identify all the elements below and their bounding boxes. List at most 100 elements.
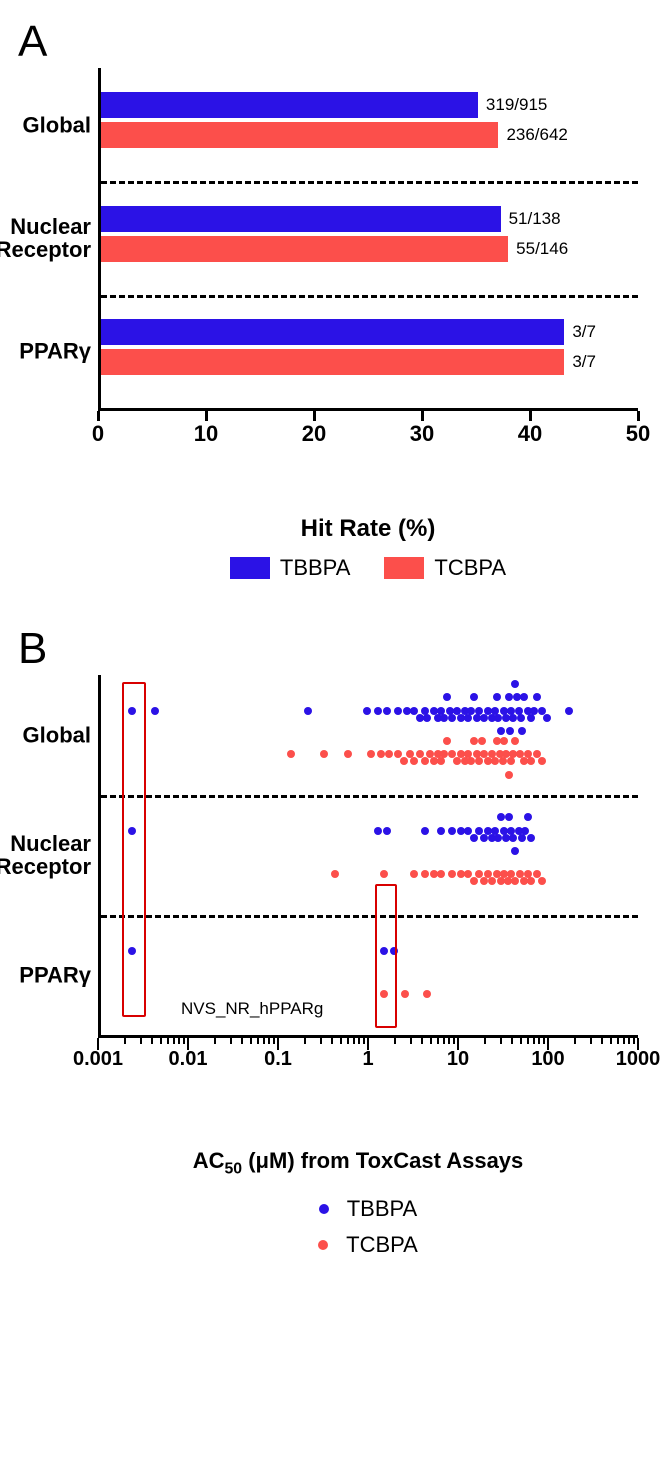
- point-global-tcbpa: [421, 757, 429, 765]
- point-global-tbbpa: [520, 693, 528, 701]
- point-global-tcbpa: [410, 757, 418, 765]
- xtick-label: 50: [626, 421, 650, 447]
- point-nuclear-tbbpa: [505, 813, 513, 821]
- point-nuclear-tbbpa: [470, 834, 478, 842]
- point-global-tbbpa: [493, 693, 501, 701]
- divider: [101, 795, 638, 798]
- point-global-tcbpa: [385, 750, 393, 758]
- x-axis-label-a: Hit Rate (%): [98, 515, 638, 543]
- point-nuclear-tcbpa: [480, 877, 488, 885]
- point-global-tbbpa: [518, 727, 526, 735]
- point-nuclear-tbbpa: [524, 813, 532, 821]
- swatch-tcbpa: [384, 557, 424, 579]
- point-global-tcbpa: [344, 750, 352, 758]
- point-nuclear-tbbpa: [383, 827, 391, 835]
- divider: [101, 915, 638, 918]
- point-global-tcbpa: [400, 757, 408, 765]
- point-global-tcbpa: [443, 737, 451, 745]
- point-global-tcbpa: [437, 757, 445, 765]
- bar-tbbpa: [101, 319, 564, 345]
- point-nuclear-tcbpa: [511, 877, 519, 885]
- point-global-tcbpa: [500, 737, 508, 745]
- point-global-tbbpa: [443, 693, 451, 701]
- point-global-tcbpa: [507, 757, 515, 765]
- point-global-tbbpa: [448, 714, 456, 722]
- point-nuclear-tcbpa: [437, 870, 445, 878]
- bar-tbbpa: [101, 92, 478, 118]
- point-global-tbbpa: [440, 714, 448, 722]
- point-global-tbbpa: [517, 714, 525, 722]
- fraction-label: 236/642: [506, 125, 567, 145]
- callout-label: NVS_NR_hPPARg: [181, 999, 323, 1019]
- point-global-tcbpa: [367, 750, 375, 758]
- category-label: Global: [23, 113, 101, 136]
- point-global-tbbpa: [506, 727, 514, 735]
- point-global-tbbpa: [363, 707, 371, 715]
- xtick-label: 30: [410, 421, 434, 447]
- point-global-tbbpa: [530, 707, 538, 715]
- point-global-tbbpa: [497, 727, 505, 735]
- fraction-label: 3/7: [572, 322, 596, 342]
- scatter-chart: GlobalNuclear ReceptorPPARγNVS_NR_hPPARg: [98, 675, 638, 1038]
- point-global-tbbpa: [565, 707, 573, 715]
- bar-chart: Global319/915236/642Nuclear Receptor51/1…: [98, 68, 638, 411]
- category-label: PPARγ: [19, 963, 101, 986]
- point-global-tcbpa: [467, 757, 475, 765]
- xtick-label: 0.1: [264, 1048, 292, 1071]
- point-nuclear-tbbpa: [509, 834, 517, 842]
- xtick-label: 10: [194, 421, 218, 447]
- point-global-tbbpa: [511, 680, 519, 688]
- divider: [101, 295, 638, 298]
- xtick-label: 0: [92, 421, 104, 447]
- point-global-tbbpa: [494, 714, 502, 722]
- point-global-tbbpa: [543, 714, 551, 722]
- legend-label: TCBPA: [346, 1232, 418, 1258]
- point-global-tcbpa: [527, 757, 535, 765]
- x-axis-b: 0.0010.010.11101001000: [98, 1038, 638, 1108]
- category-label: Nuclear Receptor: [0, 832, 101, 878]
- xtick-label: 1000: [616, 1048, 661, 1071]
- point-global-tbbpa: [423, 714, 431, 722]
- panel-a: A Global319/915236/642Nuclear Receptor51…: [18, 20, 651, 581]
- dot-tcbpa: [318, 1240, 328, 1250]
- point-global-tcbpa: [475, 757, 483, 765]
- point-global-tbbpa: [509, 714, 517, 722]
- point-global-tcbpa: [287, 750, 295, 758]
- legend-label: TBBPA: [347, 1196, 418, 1222]
- point-nuclear-tcbpa: [448, 870, 456, 878]
- swatch-tbbpa: [230, 557, 270, 579]
- legend-a: TBBPA TCBPA: [98, 555, 638, 581]
- point-global-tbbpa: [394, 707, 402, 715]
- xtick-label: 10: [447, 1048, 469, 1071]
- point-nuclear-tbbpa: [494, 834, 502, 842]
- category-label: Global: [23, 723, 101, 746]
- panel-b: B GlobalNuclear ReceptorPPARγNVS_NR_hPPA…: [18, 627, 651, 1258]
- callout-box: [375, 884, 397, 1028]
- category-label: PPARγ: [19, 340, 101, 363]
- xtick-label: 100: [531, 1048, 564, 1071]
- category-label: Nuclear Receptor: [0, 215, 101, 261]
- point-nuclear-tbbpa: [421, 827, 429, 835]
- point-global-tbbpa: [470, 693, 478, 701]
- fraction-label: 55/146: [516, 239, 568, 259]
- xtick-label: 1: [362, 1048, 373, 1071]
- point-global-tcbpa: [453, 757, 461, 765]
- xtick-label: 20: [302, 421, 326, 447]
- fraction-label: 319/915: [486, 95, 547, 115]
- point-nuclear-tcbpa: [470, 877, 478, 885]
- fraction-label: 51/138: [509, 209, 561, 229]
- xtick-label: 40: [518, 421, 542, 447]
- point-global-tcbpa: [499, 757, 507, 765]
- point-global-tcbpa: [478, 737, 486, 745]
- legend-label: TBBPA: [280, 555, 351, 581]
- bar-tcbpa: [101, 236, 508, 262]
- x-axis-label-b: AC50 (μM) from ToxCast Assays: [78, 1148, 638, 1178]
- legend-label: TCBPA: [434, 555, 506, 581]
- point-pparg-tcbpa: [423, 990, 431, 998]
- point-global-tbbpa: [304, 707, 312, 715]
- point-global-tbbpa: [383, 707, 391, 715]
- dot-tbbpa: [319, 1204, 329, 1214]
- point-nuclear-tcbpa: [527, 877, 535, 885]
- point-nuclear-tbbpa: [448, 827, 456, 835]
- point-nuclear-tbbpa: [374, 827, 382, 835]
